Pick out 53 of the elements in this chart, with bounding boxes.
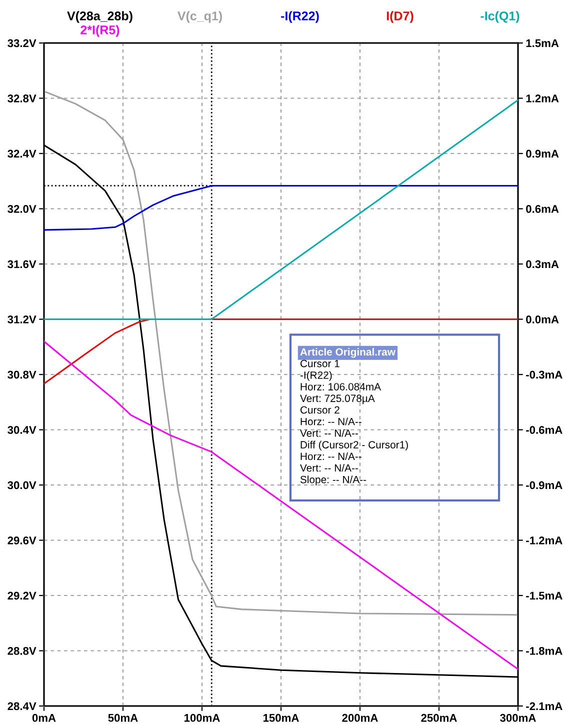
y-tick-label: 30.8V <box>8 370 36 379</box>
y-tick-label: 32.8V <box>8 94 36 102</box>
y2-tick-label: 1.5mA <box>526 39 559 48</box>
y2-tick-label: 1.2mA <box>526 94 559 102</box>
y2-tick-label: -0.3mA <box>526 370 562 379</box>
x-tick-label: 50mA <box>108 714 138 722</box>
y-tick-label: 28.8V <box>8 647 36 655</box>
text: V(c_q1) <box>178 11 222 23</box>
y2-tick-label: -0.9mA <box>526 481 562 490</box>
y2-tick-label: -0.6mA <box>526 426 562 434</box>
x-tick-label: 150mA <box>263 714 299 722</box>
y2-tick-label: -2.1mA <box>526 702 562 710</box>
y-tick-label: 28.4V <box>8 702 36 710</box>
y-tick-label: 32.4V <box>8 150 36 158</box>
line-series <box>44 340 518 670</box>
annotation: Horz: -- N/A-- <box>300 452 362 460</box>
y2-tick-label: 0.9mA <box>526 150 559 158</box>
annotation: Horz: 106.084mA <box>300 383 381 390</box>
y2-tick-label: 0.0mA <box>526 316 559 324</box>
y-tick-label: 29.6V <box>8 536 36 544</box>
y2-tick-label: -1.2mA <box>526 536 562 544</box>
x-tick-label: 300mA <box>500 714 536 722</box>
annotation: Cursor 1 <box>300 360 340 368</box>
annotation: Vert: -- N/A-- <box>300 429 358 437</box>
annotation: Diff (Cursor2 - Cursor1) <box>300 440 408 451</box>
line-series <box>44 184 518 231</box>
y-tick-label: 31.6V <box>8 260 36 268</box>
x-tick-label: 0mA <box>32 714 56 722</box>
y2-tick-label: 0.3mA <box>526 260 559 268</box>
text: -I(R22) <box>281 11 319 23</box>
y-tick-label: 30.4V <box>8 426 36 434</box>
y-tick-label: 32.0V <box>8 205 36 213</box>
annotation: Horz: -- N/A-- <box>300 418 362 426</box>
y-tick-label: 31.2V <box>8 316 36 324</box>
annotation: Cursor 2 <box>300 406 340 414</box>
y-tick-label: 33.2V <box>8 39 36 48</box>
y-tick-label: 29.2V <box>8 592 36 600</box>
y2-tick-label: -1.8mA <box>526 647 562 655</box>
text: 2*I(R5) <box>80 25 120 37</box>
annotation: Vert: 725.078µA <box>300 394 375 404</box>
x-tick-label: 250mA <box>421 714 457 722</box>
annotation: Article Original.raw <box>300 348 396 358</box>
text: V(28a_28b) <box>67 11 132 23</box>
annotation: -I(R22) <box>300 371 332 381</box>
text: -Ic(Q1) <box>480 11 520 23</box>
x-tick-label: 100mA <box>184 714 220 722</box>
annotation: Vert: -- N/A-- <box>300 464 358 472</box>
y2-tick-label: -1.5mA <box>526 592 562 600</box>
x-tick-label: 200mA <box>342 714 378 722</box>
annotation: Slope: -- N/A-- <box>300 476 366 486</box>
y-tick-label: 30.0V <box>8 481 36 490</box>
y2-tick-label: 0.6mA <box>526 205 559 213</box>
text: I(D7) <box>386 11 414 23</box>
